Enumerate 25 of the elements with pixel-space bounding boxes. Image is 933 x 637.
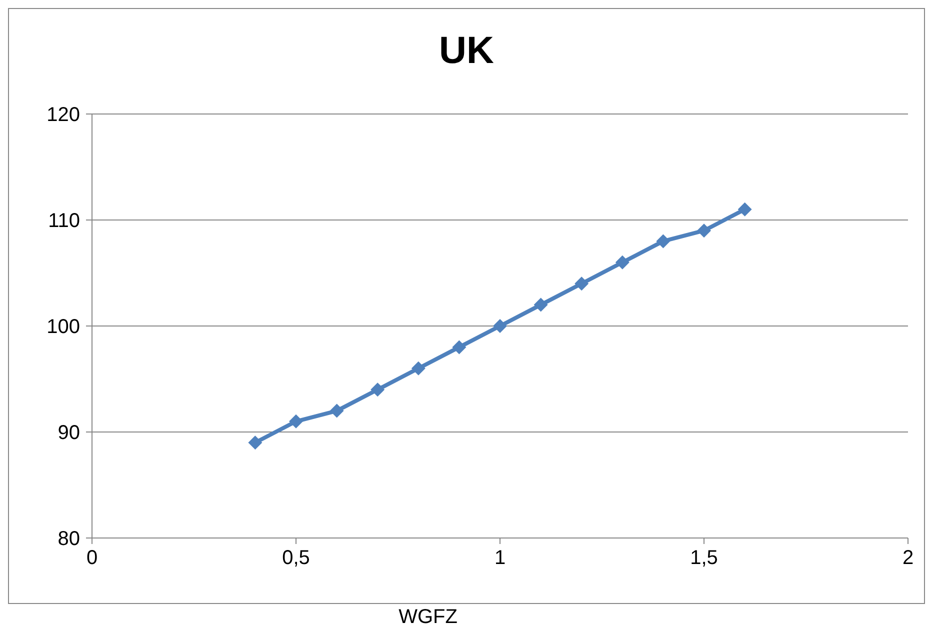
point: [370, 382, 385, 397]
chart-title: UK: [438, 30, 495, 73]
point: [574, 276, 589, 291]
point: [289, 414, 303, 428]
y-tick-label: 80: [58, 528, 80, 550]
y-tick-label: 90: [58, 422, 80, 444]
point: [493, 319, 507, 333]
point: [697, 224, 711, 238]
x-tick-label: 2: [902, 547, 914, 570]
point: [615, 255, 630, 270]
y-tick-label: 120: [46, 104, 80, 126]
y-tick-label: 110: [48, 210, 80, 232]
point: [411, 361, 426, 376]
point: [330, 404, 344, 418]
x-axis-title: WGFZ: [398, 606, 458, 629]
point: [248, 436, 262, 450]
x-tick-label: 1,5: [690, 547, 718, 570]
x-tick-label: 0,5: [282, 547, 310, 570]
point: [534, 298, 548, 312]
x-tick-label: 0: [86, 547, 98, 570]
y-tick-label: 100: [46, 316, 80, 338]
x-tick-label: 1: [494, 547, 506, 570]
point: [738, 202, 752, 216]
point: [452, 340, 466, 354]
point: [656, 234, 670, 248]
